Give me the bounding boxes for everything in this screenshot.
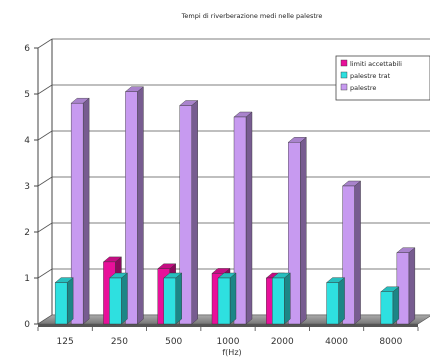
chart-title: Tempi di riverberazione medi nelle pales… [181,12,323,20]
bar-front [125,91,138,325]
bar-front [109,277,122,325]
bar-front [70,102,84,325]
bar [163,272,183,325]
legend-swatch [340,59,348,67]
gridline-side [37,130,53,141]
bar-front [217,277,231,325]
bar-front [342,185,355,325]
legend-box [335,55,430,101]
bar-side [300,136,307,325]
gridline-side [37,268,53,279]
bar-side [121,272,128,325]
x-tick-label: 125 [57,337,74,347]
bar-front [272,277,285,325]
floor-front [38,324,418,327]
x-tick-label: 8000 [379,337,402,347]
bar-side [408,247,416,325]
y-tick-label: 4 [24,136,30,146]
bar-side [338,277,345,325]
bar-side [354,180,361,325]
legend-swatch [340,83,348,91]
bar-front [288,142,301,325]
bar-front [163,277,176,325]
bar [271,272,291,325]
gridline-side [37,38,53,49]
y-tick-label: 3 [24,182,30,192]
bar-side [66,277,74,325]
bar [70,97,90,325]
bar [326,277,346,325]
y-axis: 0 1 2 3 4 5 6 [24,44,38,330]
legend-label: palestre trat [350,72,391,80]
y-tick-label: 1 [24,274,30,284]
gridline-side [37,84,53,95]
gridline-side [37,222,53,233]
bar [217,272,237,325]
y-tick-label: 5 [24,90,30,100]
bar-side [284,272,291,325]
x-tick-label: 1000 [217,337,240,347]
gridline-side [37,176,53,187]
x-tick-label: 4000 [325,337,348,347]
bar-side [175,272,182,325]
x-axis: 125 250 500 1000 2000 4000 8000 [37,327,419,347]
bar-side [245,111,253,325]
bar-front [54,282,68,325]
bar [108,272,128,325]
bar [179,100,199,325]
bar-front [179,105,192,325]
legend-label: palestre [350,84,376,92]
x-tick-label: 500 [165,337,182,347]
legend-label: limiti accettabili [350,60,402,68]
x-tick-label: 2000 [271,337,294,347]
x-axis-title: f(Hz) [222,348,241,357]
bar-front [380,291,394,325]
bar-side [137,86,144,325]
bar [54,277,74,325]
bar [233,111,253,325]
x-tick-label: 250 [111,337,128,347]
bar-side [82,97,90,325]
bar [396,247,416,325]
y-tick-label: 2 [24,228,30,238]
legend-swatch [340,71,348,79]
bar [287,136,307,325]
bar-side [229,272,237,325]
y-tick-label: 6 [24,44,30,54]
bar [380,286,400,325]
bars [54,86,416,325]
bar [124,86,144,325]
y-tick-label: 0 [24,320,30,330]
legend: limiti accettabili palestre trat palestre [335,55,430,101]
bar-side [191,100,198,325]
bar-front [233,116,247,325]
bar-side [392,286,400,325]
bar [342,180,362,325]
bar-front [326,282,339,325]
